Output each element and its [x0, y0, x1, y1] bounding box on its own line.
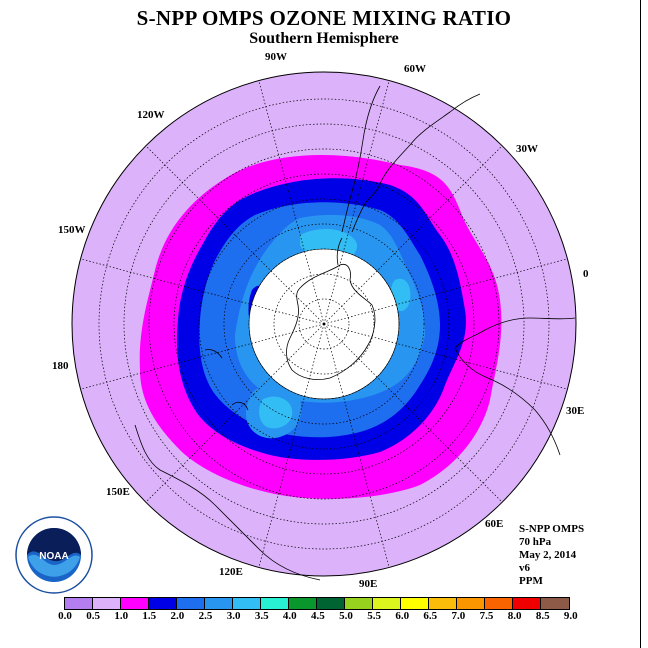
colorbar-tick-label: 2.0: [170, 610, 185, 622]
colorbar-segment: [401, 598, 429, 609]
colorbar-tick-label: 1.5: [142, 610, 157, 622]
lon-label-150w: 150W: [58, 224, 86, 236]
meridian-line: [145, 323, 325, 503]
colorbar-segment: [261, 598, 289, 609]
colorbar: [64, 597, 570, 610]
meridian-line: [145, 145, 325, 325]
colorbar-tick-label: 4.0: [282, 610, 297, 622]
colorbar-segment: [457, 598, 485, 609]
colorbar-tick-label: 0.5: [86, 610, 100, 622]
info-product: S-NPP OMPS: [519, 523, 585, 535]
colorbar-segment: [345, 598, 373, 609]
colorbar-ticks: 0.0 0.5 1.0 1.5 2.0 2.5 3.0 3.5 4.0 4.5 5.0 5.5 6.0 6…: [0, 610, 648, 626]
colorbar-tick-label: 3.0: [226, 610, 241, 622]
colorbar-tick-label: 6.5: [423, 610, 438, 622]
info-date: May 2, 2014: [519, 549, 577, 561]
info-units: PPM: [519, 575, 543, 587]
colorbar-segment: [513, 598, 541, 609]
lon-label-120e: 120E: [219, 566, 243, 578]
colorbar-tick-label: 2.5: [198, 610, 213, 622]
antarctic-peninsula: [336, 237, 343, 266]
page-title: S-NPP OMPS OZONE MIXING RATIO: [136, 6, 512, 30]
colorbar-tick-label: 9.0: [563, 610, 578, 622]
frame-border: [640, 0, 641, 648]
colorbar-segment: [177, 598, 205, 609]
lon-label-30w: 30W: [516, 143, 538, 155]
new-zealand-coast: [204, 349, 249, 411]
colorbar-tick-label: 0.0: [58, 610, 72, 622]
meridian-line: [323, 145, 503, 325]
meridian-line: [323, 323, 503, 503]
colorbar-segment: [541, 598, 569, 609]
lon-label-150e: 150E: [106, 486, 130, 498]
colorbar-tick-label: 6.0: [395, 610, 410, 622]
lon-label-90e: 90E: [359, 578, 378, 590]
page-subtitle: Southern Hemisphere: [249, 30, 399, 47]
colorbar-segment: [205, 598, 233, 609]
colorbar-tick-label: 3.5: [254, 610, 269, 622]
colorbar-tick-label: 4.5: [311, 610, 325, 622]
colorbar-segment: [429, 598, 457, 609]
colorbar-segment: [121, 598, 149, 609]
colorbar-segment: [485, 598, 513, 609]
info-block: S-NPP OMPS 70 hPa May 2, 2014 v6 PPM: [519, 523, 584, 588]
lon-label-0: 0: [583, 268, 589, 280]
africa-coast: [454, 317, 576, 456]
band-3-0-3-5-south: [259, 396, 293, 429]
colorbar-segment: [289, 598, 317, 609]
colorbar-segment: [373, 598, 401, 609]
colorbar-tick-label: 1.0: [114, 610, 129, 622]
noaa-logo-icon: NOAA: [15, 516, 93, 594]
coastlines: [134, 85, 576, 581]
lon-label-30e: 30E: [566, 405, 585, 417]
colorbar-tick-label: 7.5: [479, 610, 494, 622]
lon-label-90w: 90W: [265, 51, 287, 63]
colorbar-tick-label: 5.0: [339, 610, 353, 622]
lon-label-180: 180: [52, 360, 69, 372]
info-level: 70 hPa: [519, 536, 552, 548]
colorbar-segment: [233, 598, 261, 609]
graticule: [80, 80, 568, 568]
colorbar-tick-label: 5.5: [367, 610, 381, 622]
lon-label-60e: 60E: [485, 518, 504, 530]
info-version: v6: [519, 562, 530, 574]
noaa-logo-text: NOAA: [39, 551, 68, 562]
lon-label-120w: 120W: [137, 109, 165, 121]
colorbar-segment: [317, 598, 345, 609]
lon-label-60w: 60W: [404, 63, 426, 75]
australia-coast: [134, 424, 321, 581]
colorbar-tick-label: 7.0: [451, 610, 466, 622]
colorbar-segment: [93, 598, 121, 609]
colorbar-segment: [149, 598, 177, 609]
south-america-coast: [341, 85, 481, 233]
colorbar-segment: [65, 598, 93, 609]
colorbar-tick-label: 8.5: [535, 610, 550, 622]
antarctica-coast: [286, 263, 376, 380]
colorbar-tick-label: 8.0: [507, 610, 522, 622]
